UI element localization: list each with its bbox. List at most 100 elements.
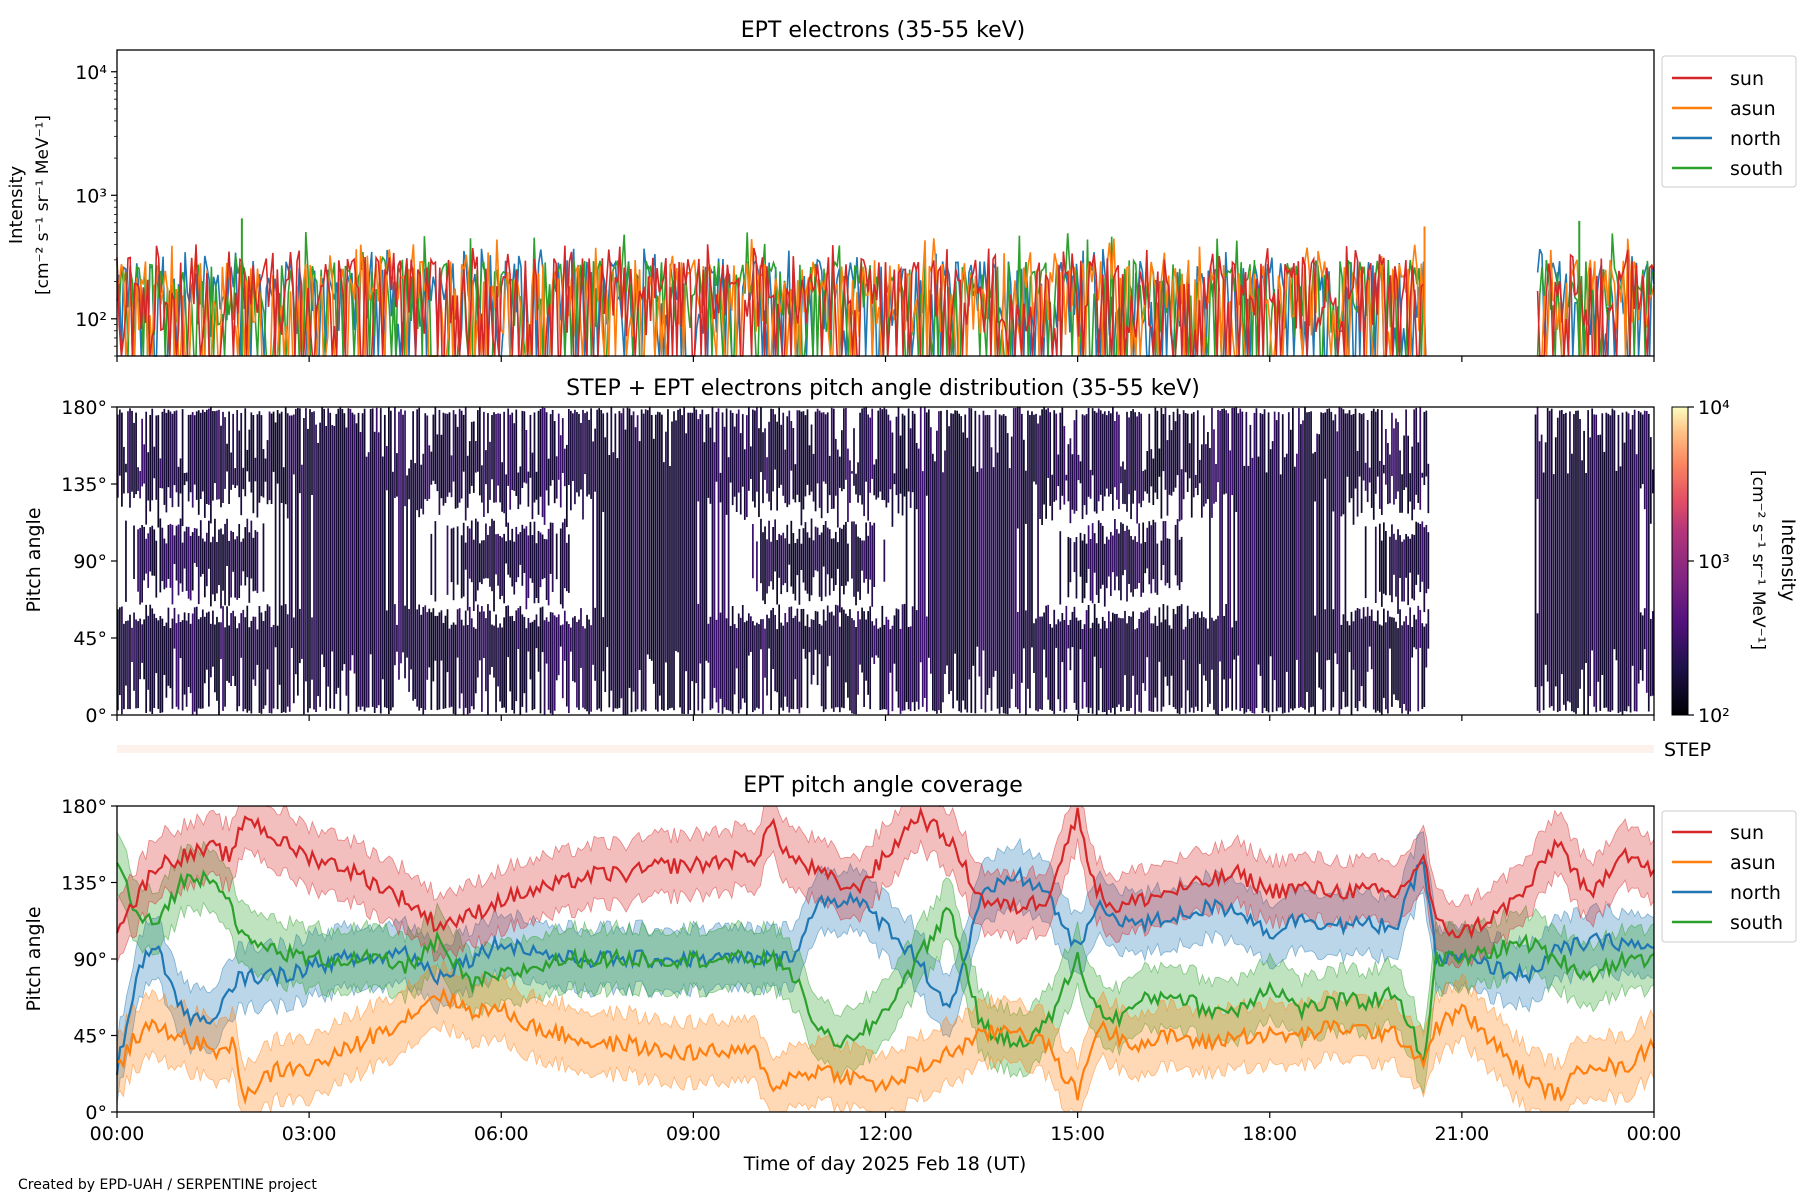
pad-cell — [1144, 542, 1147, 574]
pad-cell — [1103, 411, 1106, 497]
pad-cell — [814, 526, 817, 571]
pad-cell — [1287, 412, 1290, 713]
pad-cell — [408, 609, 410, 692]
pad-cell — [770, 541, 772, 582]
pad-cell — [224, 417, 226, 489]
pad-cell — [871, 621, 874, 658]
pad-cell — [1399, 535, 1401, 578]
pad-cell — [390, 410, 392, 711]
pad-cell — [731, 412, 734, 506]
pad-cell — [236, 536, 239, 600]
pad-cell — [822, 412, 825, 482]
pad-cell — [954, 410, 956, 654]
legend1-label-north: north — [1730, 128, 1781, 150]
pad-cell — [147, 615, 150, 690]
pad-cell — [167, 409, 170, 488]
pad-cell — [507, 605, 510, 658]
pad-cell — [149, 604, 152, 712]
pad-cell — [1342, 614, 1345, 692]
pad-cell — [790, 520, 793, 587]
pad-cell — [822, 525, 825, 567]
pad-cell — [1340, 624, 1343, 710]
pad-cell — [159, 458, 162, 488]
pad-cell — [493, 520, 495, 612]
line-south — [116, 862, 1655, 1067]
pad-cell — [272, 624, 275, 709]
pad-cell — [1235, 620, 1238, 710]
pad-cell — [250, 620, 253, 714]
pad-cell — [139, 471, 141, 499]
pad-cell — [487, 534, 489, 579]
pad-cell — [1401, 625, 1403, 714]
pad-cell — [875, 618, 878, 656]
heatmap-bars — [117, 407, 1654, 715]
pad-cell — [1043, 407, 1045, 505]
pad-cell — [1114, 421, 1116, 488]
pad-cell — [721, 412, 724, 714]
pad-cell — [1192, 412, 1195, 498]
pad-cell — [466, 526, 469, 611]
pad-cell — [365, 456, 368, 708]
pad-cell — [1257, 456, 1260, 665]
pad-cell — [547, 621, 550, 710]
pad-cell — [788, 543, 791, 565]
pad-cell — [1077, 454, 1080, 481]
pad-cell — [881, 605, 884, 710]
pad-cell — [932, 453, 934, 711]
pad-cell — [523, 411, 526, 483]
pad-cell — [511, 412, 514, 490]
pad-cell — [806, 614, 809, 709]
pad-cell — [574, 409, 576, 505]
pad-cell — [1419, 609, 1422, 648]
pad-cell — [737, 613, 740, 714]
pad-cell — [317, 442, 319, 697]
pad-cell — [499, 623, 501, 702]
pad-cell — [232, 413, 234, 485]
pad-cell — [1326, 409, 1329, 661]
pad-cell — [1170, 430, 1173, 496]
series-sun — [1536, 249, 1655, 357]
pad-cell — [838, 527, 841, 613]
pad-cell — [610, 407, 613, 691]
pad-cell — [1548, 410, 1551, 708]
pad-cell — [832, 538, 835, 591]
pad-cell — [824, 620, 827, 710]
pad-cell — [1358, 608, 1361, 702]
pad-cell — [1128, 616, 1130, 711]
pad-cell — [137, 621, 139, 709]
pad-cell — [1639, 612, 1642, 671]
pad-cell — [199, 520, 202, 577]
pad-cell — [725, 408, 728, 515]
pad-cell — [897, 407, 900, 514]
pad-cell — [865, 522, 867, 579]
pad-cell — [523, 616, 526, 694]
pad-cell — [296, 408, 299, 696]
pad-cell — [1314, 615, 1316, 715]
pad-cell — [1583, 430, 1585, 715]
pad-cell — [335, 413, 338, 694]
pad-cell — [679, 408, 681, 708]
pad-cell — [1213, 429, 1215, 504]
pad-cell — [1310, 411, 1312, 708]
pad-cell — [1374, 411, 1377, 494]
pad-cell — [859, 619, 861, 665]
pad-cell — [1587, 410, 1589, 715]
pad-cell — [1554, 437, 1557, 687]
pad-cell — [1346, 413, 1349, 477]
pad-cell — [119, 409, 121, 476]
pad-cell — [159, 616, 162, 713]
pad-cell — [1374, 621, 1377, 713]
pad-cell — [1283, 457, 1286, 713]
pad-cell — [663, 462, 665, 711]
pad-cell — [519, 606, 522, 715]
pad-cell — [921, 471, 924, 707]
pad-cell — [1120, 618, 1122, 712]
pad-cell — [468, 606, 471, 714]
pad-cell — [177, 524, 180, 596]
pad-cell — [978, 414, 981, 677]
pad-cell — [711, 407, 714, 709]
pad-cell — [468, 528, 471, 579]
pad-cell — [733, 624, 736, 695]
pad-cell — [460, 619, 463, 694]
pad-cell — [515, 610, 518, 702]
